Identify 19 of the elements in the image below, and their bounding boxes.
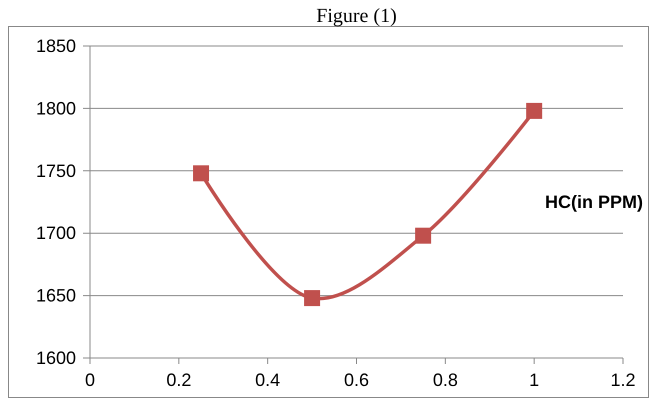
y-tick-label: 1650 [36, 286, 76, 306]
x-tick-label: 0 [84, 370, 96, 390]
chart-title: Figure (1) [316, 5, 397, 27]
x-tick-label: 0.4 [255, 370, 280, 390]
y-tick-label: 1800 [36, 98, 76, 118]
x-tick-label: 0.6 [344, 370, 370, 390]
x-tick-label: 1.2 [610, 370, 636, 390]
x-tick-label: 0.8 [432, 370, 458, 390]
point [304, 290, 320, 306]
point [415, 228, 432, 244]
x-tick-label: 0.2 [166, 370, 192, 390]
x-tick-label: 1 [529, 370, 540, 390]
y-tick-label: 1700 [36, 223, 76, 244]
y-tick-label: 1750 [36, 160, 76, 181]
text: HC(in PPM) [545, 192, 643, 212]
y-tick-label: 1850 [36, 36, 76, 56]
y-tick-label: 1600 [36, 348, 76, 368]
point [193, 165, 210, 182]
point [526, 102, 542, 119]
